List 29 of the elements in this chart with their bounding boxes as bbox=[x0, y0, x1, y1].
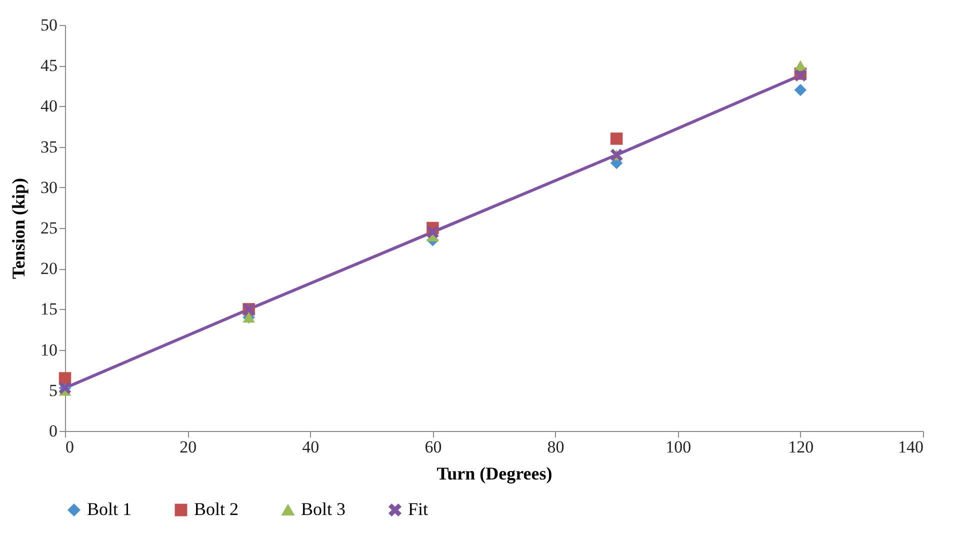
legend-label: Bolt 3 bbox=[301, 499, 346, 519]
legend-label: Bolt 1 bbox=[87, 499, 132, 519]
y-tick-label: 20 bbox=[40, 259, 58, 278]
y-tick-label: 5 bbox=[49, 380, 58, 400]
y-tick-label: 45 bbox=[40, 56, 58, 76]
point bbox=[58, 372, 72, 384]
y-tick-label: 40 bbox=[40, 96, 58, 116]
y-tick-label: 15 bbox=[40, 300, 58, 319]
x-tick-label: 100 bbox=[666, 438, 692, 456]
x-tick-label: 0 bbox=[66, 438, 74, 456]
legend-label: Fit bbox=[408, 499, 428, 519]
point bbox=[426, 226, 439, 238]
point bbox=[610, 132, 623, 145]
x-tick-label: 60 bbox=[424, 438, 442, 456]
point bbox=[794, 84, 807, 96]
x-axis-title: Turn (Degrees) bbox=[436, 464, 552, 484]
y-tick-label: 50 bbox=[40, 16, 58, 34]
x-tick-label: 20 bbox=[180, 438, 197, 456]
y-axis-title: Tension (kip) bbox=[8, 178, 28, 279]
x-tick-label: 40 bbox=[302, 438, 320, 456]
x-tick-label: 120 bbox=[788, 438, 814, 456]
legend-label: Bolt 2 bbox=[194, 499, 239, 519]
y-tick-label: 10 bbox=[40, 340, 58, 360]
y-tick-label: 25 bbox=[40, 218, 58, 238]
x-tick-label: 80 bbox=[547, 438, 564, 456]
y-tick-label: 35 bbox=[40, 137, 58, 156]
y-tick-label: 0 bbox=[49, 422, 58, 440]
y-tick-label: 30 bbox=[40, 178, 58, 197]
x-tick-label: 140 bbox=[898, 438, 924, 456]
